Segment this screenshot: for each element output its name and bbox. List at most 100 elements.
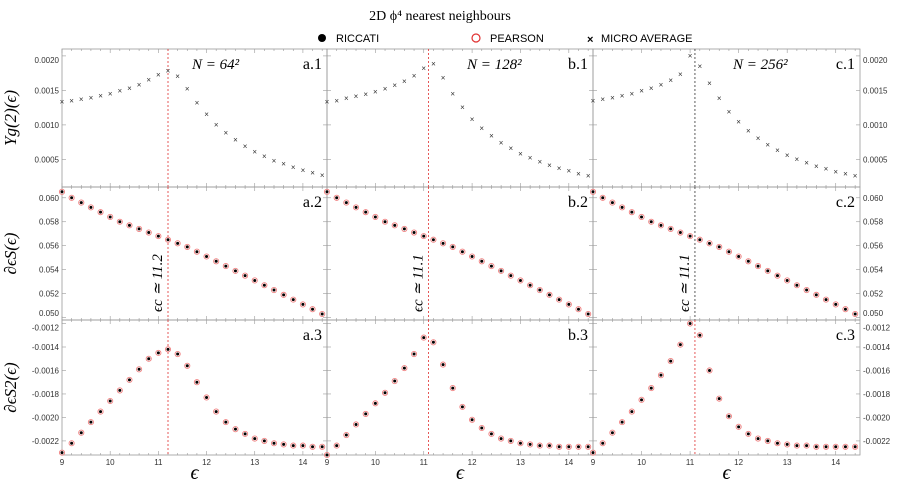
micro-average-point: × [499,138,504,147]
pearson-point [174,350,181,358]
riccati-point [766,269,770,273]
riccati-point [70,196,74,200]
pearson-point [507,272,514,279]
riccati-point [325,190,329,194]
riccati-point [393,223,397,227]
riccati-point [775,274,779,278]
pearson-point [391,222,398,229]
riccati-point [99,410,103,414]
riccati-point [412,231,416,235]
pearson-point [585,443,592,450]
riccati-point [746,259,750,263]
y-tick-label: 0.058 [863,218,884,227]
y-tick-label: -0.0018 [32,390,60,399]
pearson-point [299,301,306,308]
pearson-point [251,435,258,442]
pearson-point [116,218,123,225]
riccati-point [402,227,406,231]
micro-average-point: × [166,67,171,76]
pearson-point [832,443,839,450]
riccati-point [224,264,228,268]
pearson-point [323,451,331,459]
pearson-point [270,440,278,447]
riccati-point [301,302,305,306]
riccati-point [272,288,276,292]
riccati-point [451,245,455,249]
x-tick-label: 10 [106,458,115,467]
pearson-point [213,258,220,265]
y-tick-label: -0.0012 [32,324,60,333]
pearson-point [725,248,732,255]
micro-average-point: × [344,94,349,103]
riccati-point [717,397,721,401]
micro-average-point: × [272,156,277,165]
riccati-point [195,250,199,254]
pearson-point [411,350,418,358]
riccati-point [156,234,160,238]
riccati-point [282,442,286,446]
pearson-point [735,423,742,430]
micro-average-point: × [127,84,132,93]
riccati-point [205,395,209,399]
riccati-point [591,451,595,455]
riccati-point [586,312,590,316]
y-tick-label: -0.0016 [863,366,891,375]
riccati-point [640,398,644,402]
y-tick-label: -0.0020 [32,413,60,422]
panel-label: c.1 [836,56,855,73]
micro-average-point: × [262,152,267,161]
y-tick-label: 0.052 [39,290,60,299]
riccati-point [393,379,397,383]
riccati-point [335,196,339,200]
riccati-point [824,298,828,302]
y-tick-label: 0.060 [863,194,884,203]
riccati-point [311,307,315,311]
riccati-point [79,201,83,205]
panel-frame [326,48,594,188]
micro-average-point: × [60,98,65,107]
pearson-point [232,426,239,433]
pearson-point [725,413,732,420]
x-tick-label: 12 [468,458,477,467]
riccati-point [262,439,266,443]
pearson-point [813,443,820,450]
riccati-point [185,245,189,249]
riccati-point [451,386,455,390]
micro-average-point: × [373,87,378,96]
pearson-point [251,277,258,284]
x-axis-label: ϵ [190,462,199,483]
pearson-point [391,377,398,385]
riccati-point [311,445,315,449]
riccati-point [320,312,324,316]
riccati-point [489,432,493,436]
pearson-point [352,421,360,428]
micro-average-point: × [489,131,494,140]
panel-frame [592,319,861,456]
pearson-point [609,429,616,436]
panel-label: b.3 [568,327,588,344]
micro-average-point: × [537,158,542,167]
pearson-point [764,267,771,274]
pearson-point [657,222,665,229]
riccati-point [853,445,857,449]
x-tick-label: 10 [371,458,380,467]
pearson-point [290,442,297,449]
pearson-point [333,442,340,449]
x-tick-label: 9 [591,458,596,467]
riccati-point [70,441,74,445]
pearson-point [638,213,645,221]
pearson-point [280,441,287,448]
riccati-point [630,410,634,414]
pearson-point [546,291,553,298]
pearson-point [498,435,505,442]
pearson-point [68,194,75,201]
x-tick-label: 9 [325,458,330,467]
pearson-point [536,286,543,294]
pearson-point [677,341,684,348]
riccati-point [785,278,789,282]
y-tick-label: 0.050 [863,309,884,318]
riccati-point [669,359,673,363]
micro-average-point: × [795,155,800,164]
micro-average-point: × [610,93,615,102]
riccati-point [373,215,377,219]
